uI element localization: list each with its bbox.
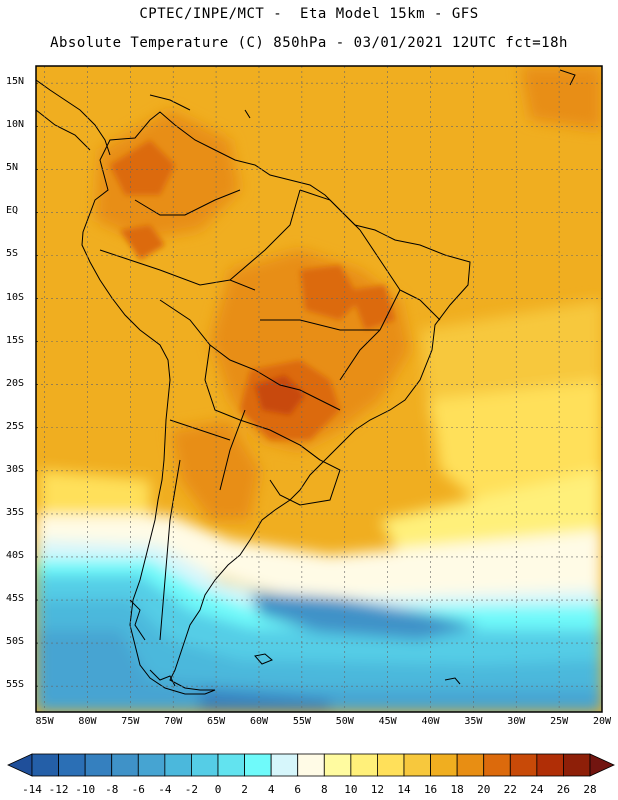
colorbar-tick-label: -12 xyxy=(48,783,69,796)
lon-label: 60W xyxy=(249,716,268,727)
lon-label: 85W xyxy=(35,716,54,727)
colorbar-swatch xyxy=(563,753,591,777)
lat-label: 15N xyxy=(6,76,25,88)
colorbar-swatch xyxy=(509,753,538,777)
colorbar-tick-label: -2 xyxy=(184,783,199,796)
colorbar-tick-label: 6 xyxy=(294,783,302,796)
lat-label: 40S xyxy=(6,549,25,561)
lat-label: 25S xyxy=(6,420,25,432)
colorbar xyxy=(7,753,615,777)
colorbar-tick-label: 16 xyxy=(423,783,438,796)
lat-label: 15S xyxy=(6,334,25,346)
map-frame xyxy=(35,65,603,713)
lat-label: 5N xyxy=(6,162,19,174)
colorbar-max-arrow xyxy=(589,753,615,777)
colorbar-tick-label: 10 xyxy=(344,783,358,796)
colorbar-tick-label: 22 xyxy=(503,783,517,796)
lon-label: 70W xyxy=(164,716,183,727)
colorbar-tick-label: 2 xyxy=(241,783,248,796)
colorbar-swatch xyxy=(244,753,272,777)
colorbar-tick-label: -6 xyxy=(131,783,145,796)
lon-label: 75W xyxy=(121,716,140,727)
colorbar-swatch xyxy=(137,753,166,777)
colorbar-tick-label: -10 xyxy=(75,783,96,796)
colorbar-swatch xyxy=(377,753,405,777)
colorbar-swatch xyxy=(164,753,192,777)
colorbar-tick-label: 28 xyxy=(583,783,597,796)
colorbar-tick-label: -4 xyxy=(158,783,172,796)
colorbar-tick-label: 26 xyxy=(556,783,571,796)
colorbar-swatch xyxy=(536,753,564,777)
lat-label: 20S xyxy=(6,377,25,389)
lat-label: 30S xyxy=(6,463,25,475)
lon-label: 25W xyxy=(550,716,569,727)
colorbar-tick-label: -8 xyxy=(105,783,119,796)
lat-label: 10S xyxy=(6,291,25,303)
lon-label: 45W xyxy=(378,716,397,727)
lon-label: 35W xyxy=(464,716,483,727)
colorbar-swatch xyxy=(456,753,485,777)
colorbar-min-arrow xyxy=(7,753,33,777)
colorbar-swatch xyxy=(403,753,431,777)
lon-label: 65W xyxy=(207,716,226,727)
colorbar-swatch xyxy=(350,753,378,777)
temperature-field xyxy=(36,66,602,712)
lon-label: 40W xyxy=(421,716,440,727)
colorbar-swatch xyxy=(483,753,511,777)
lat-label: 50S xyxy=(6,636,25,648)
map-title-line1: CPTEC/INPE/MCT - Eta Model 15km - GFS xyxy=(139,6,479,22)
coastlines xyxy=(36,69,576,695)
lat-label: 5S xyxy=(6,248,19,260)
colorbar-tick-label: 0 xyxy=(214,783,222,796)
lat-label: 35S xyxy=(6,506,25,518)
colorbar-swatch xyxy=(430,753,458,777)
colorbar-tick-label: 20 xyxy=(477,783,491,796)
colorbar-swatch xyxy=(323,753,352,777)
colorbar-swatch xyxy=(31,753,59,777)
colorbar-swatch xyxy=(217,753,245,777)
lon-label: 50W xyxy=(335,716,354,727)
colorbar-swatch xyxy=(111,753,139,777)
colorbar-tick-label: 14 xyxy=(397,783,411,796)
colorbar-tick-label: 8 xyxy=(320,783,328,796)
colorbar-tick-label: 24 xyxy=(530,783,544,796)
lat-label: 55S xyxy=(6,679,25,691)
gridlines xyxy=(36,66,603,712)
colorbar-swatch xyxy=(84,753,113,777)
lat-label: EQ xyxy=(6,205,19,217)
colorbar-tick-label: 4 xyxy=(267,783,275,796)
map-title-line2: Absolute Temperature (C) 850hPa - 03/01/… xyxy=(50,35,568,51)
colorbar-tick-label: 18 xyxy=(450,783,464,796)
colorbar-swatch xyxy=(58,753,86,777)
lon-label: 55W xyxy=(292,716,311,727)
lon-label: 20W xyxy=(592,716,612,727)
lat-label: 45S xyxy=(6,593,25,605)
colorbar-swatch xyxy=(297,753,325,777)
colorbar-swatch xyxy=(270,753,299,777)
colorbar-tick-label: -14 xyxy=(22,783,42,796)
lat-label: 10N xyxy=(6,119,25,131)
colorbar-tick-label: 12 xyxy=(370,783,385,796)
lon-label: 30W xyxy=(507,716,526,727)
colorbar-swatch xyxy=(191,753,219,777)
lon-label: 80W xyxy=(78,716,97,727)
